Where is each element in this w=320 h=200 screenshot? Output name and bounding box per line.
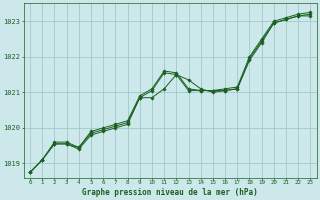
X-axis label: Graphe pression niveau de la mer (hPa): Graphe pression niveau de la mer (hPa)	[82, 188, 258, 197]
